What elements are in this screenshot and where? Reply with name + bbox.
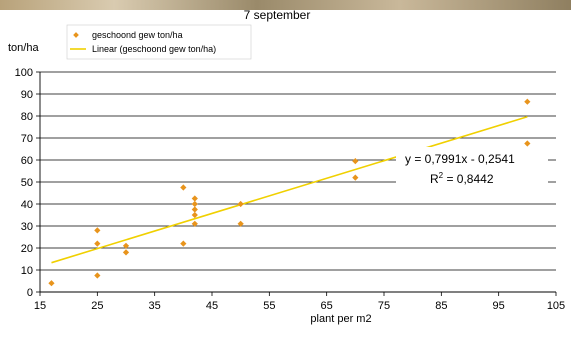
axes xyxy=(36,71,557,296)
legend-label-points: geschoond gew ton/ha xyxy=(92,30,183,40)
r-squared-superscript: 2 xyxy=(439,171,444,180)
x-tick-labels: 15 25 35 45 55 65 75 85 95 105 xyxy=(34,300,565,312)
trendline-equation: y = 0,7991x - 0,2541 xyxy=(405,152,515,166)
r-squared-prefix: R xyxy=(430,172,439,186)
y-tick-label: 20 xyxy=(21,243,33,255)
data-point xyxy=(237,200,244,208)
y-tick-label: 40 xyxy=(21,199,33,211)
data-point xyxy=(94,240,101,247)
data-point xyxy=(122,242,130,249)
y-tick-label: 0 xyxy=(27,287,33,299)
y-tick-label: 80 xyxy=(21,111,33,123)
y-tick-labels: 0 10 20 30 40 50 60 70 80 90 100 xyxy=(15,67,33,299)
data-points xyxy=(48,98,531,287)
chart-title: 7 september xyxy=(244,8,311,22)
y-tick-label: 100 xyxy=(15,67,33,79)
data-point xyxy=(191,206,198,213)
data-point xyxy=(191,220,198,227)
x-tick-label: 55 xyxy=(263,300,275,312)
y-tick-label: 30 xyxy=(21,221,33,233)
x-axis-label: plant per m2 xyxy=(310,313,371,325)
y-tick-label: 60 xyxy=(21,155,33,167)
data-point xyxy=(352,174,359,181)
trendline-group xyxy=(51,115,528,264)
x-tick-label: 45 xyxy=(206,300,218,312)
equation-box xyxy=(396,147,548,191)
data-point xyxy=(524,98,531,105)
legend: geschoond gew ton/ha Linear (geschoond g… xyxy=(66,24,252,60)
r-squared-value: = 0,8442 xyxy=(443,172,494,186)
legend-box xyxy=(66,24,252,60)
data-point xyxy=(180,240,187,247)
data-point xyxy=(94,227,101,234)
data-point xyxy=(191,211,198,219)
y-tick-label: 50 xyxy=(21,177,33,189)
data-point xyxy=(191,195,198,202)
x-tick-label: 95 xyxy=(493,300,505,312)
y-tick-label: 10 xyxy=(21,265,33,277)
data-point xyxy=(48,280,55,287)
x-tick-label: 25 xyxy=(91,300,103,312)
x-tick-label: 105 xyxy=(547,300,565,312)
data-point xyxy=(180,184,187,191)
x-tick-label: 65 xyxy=(321,300,333,312)
x-tick-label: 85 xyxy=(435,300,447,312)
trendline xyxy=(51,115,528,264)
y-axis-label: ton/ha xyxy=(8,42,39,54)
data-point xyxy=(94,272,101,279)
x-tick-label: 75 xyxy=(378,300,390,312)
legend-label-trendline: Linear (geschoond gew ton/ha) xyxy=(92,44,216,54)
y-tick-label: 70 xyxy=(21,133,33,145)
y-tick-label: 90 xyxy=(21,89,33,101)
r-squared-label: R2 = 0,8442 xyxy=(430,171,494,186)
data-point xyxy=(191,200,198,208)
data-point xyxy=(352,157,359,165)
x-tick-label: 15 xyxy=(34,300,46,312)
data-point xyxy=(524,140,531,147)
x-tick-label: 35 xyxy=(149,300,161,312)
background-photo-strip xyxy=(0,0,571,10)
data-point xyxy=(122,249,130,256)
